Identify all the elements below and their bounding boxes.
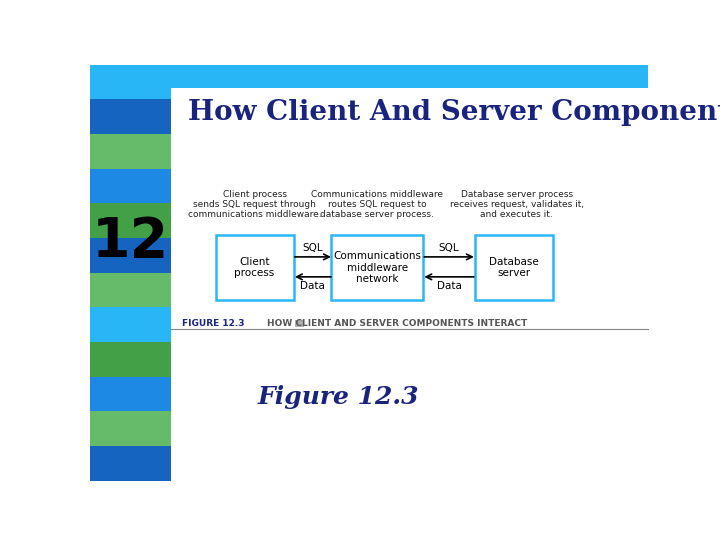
- Text: Data: Data: [436, 281, 462, 291]
- Text: SQL: SQL: [302, 243, 323, 253]
- Text: Communications
middleware
network: Communications middleware network: [333, 251, 421, 284]
- Text: Database server process
receives request, validates it,
and executes it.: Database server process receives request…: [450, 190, 584, 219]
- Bar: [90, 446, 171, 481]
- Text: Figure 12.3: Figure 12.3: [258, 386, 419, 409]
- Text: Client
process: Client process: [235, 256, 275, 278]
- Bar: [171, 65, 648, 87]
- Bar: [90, 134, 171, 168]
- Text: Data: Data: [300, 281, 325, 291]
- Bar: [90, 204, 171, 238]
- Text: Client process
sends SQL request through
communications middleware.: Client process sends SQL request through…: [188, 190, 321, 219]
- Bar: [90, 273, 171, 307]
- Text: HOW CLIENT AND SERVER COMPONENTS INTERACT: HOW CLIENT AND SERVER COMPONENTS INTERAC…: [267, 319, 527, 328]
- FancyBboxPatch shape: [331, 235, 423, 300]
- Text: How Client And Server Components Interact: How Client And Server Components Interac…: [188, 99, 720, 126]
- Bar: [90, 168, 171, 204]
- Text: FIGURE 12.3: FIGURE 12.3: [181, 319, 244, 328]
- Bar: [90, 99, 171, 134]
- Bar: [90, 238, 171, 273]
- Bar: [90, 411, 171, 446]
- Bar: [90, 377, 171, 411]
- FancyBboxPatch shape: [215, 235, 294, 300]
- Bar: [90, 342, 171, 377]
- FancyBboxPatch shape: [475, 235, 553, 300]
- Text: Database
server: Database server: [489, 256, 539, 278]
- Bar: [90, 307, 171, 342]
- Text: SQL: SQL: [438, 243, 459, 253]
- Text: Communications middleware
routes SQL request to
database server process.: Communications middleware routes SQL req…: [311, 190, 444, 219]
- Bar: [90, 65, 171, 99]
- Bar: [294, 320, 304, 327]
- Text: 12: 12: [92, 214, 169, 268]
